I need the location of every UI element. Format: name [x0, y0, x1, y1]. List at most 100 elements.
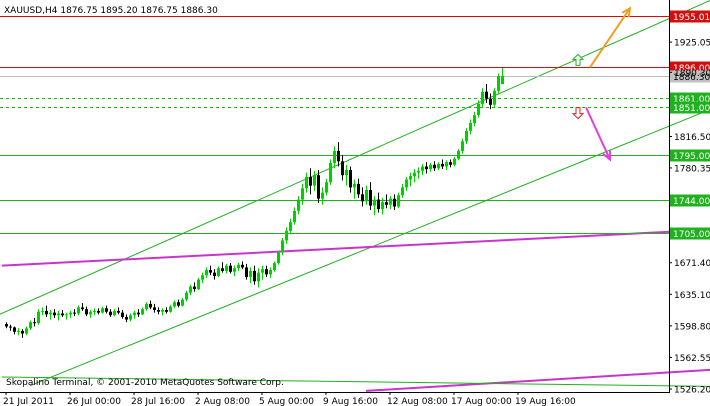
candle-body — [385, 202, 388, 205]
candle-body — [133, 313, 136, 316]
candle-body — [473, 115, 476, 123]
candle-body — [409, 176, 412, 179]
candle-body — [289, 222, 292, 231]
level-tag-1955.01: 1955.01 — [673, 13, 710, 23]
candle-body — [193, 287, 196, 290]
level-tag-1795.00: 1795.00 — [673, 152, 710, 162]
candle-body — [449, 162, 452, 165]
price-tick-label: 1598.80 — [674, 322, 710, 332]
candle-body — [297, 200, 300, 211]
candle-body — [433, 165, 436, 168]
candle-body — [5, 324, 8, 327]
candle-body — [237, 265, 240, 268]
candle-body — [301, 188, 304, 199]
chart-symbol-header: XAUUSD,H4 1876.75 1895.20 1876.75 1886.3… — [4, 6, 218, 16]
candle-body — [69, 313, 72, 315]
candle-body — [341, 161, 344, 175]
candle-body — [377, 200, 380, 210]
candle-body — [345, 170, 348, 175]
candle-body — [97, 311, 100, 313]
time-tick-label: 28 Jul 16:00 — [131, 397, 185, 406]
candle-body — [197, 280, 200, 290]
candle-body — [481, 92, 484, 104]
candle-body — [393, 199, 396, 207]
candle-body — [21, 331, 24, 334]
candle-body — [365, 190, 368, 201]
candle-body — [285, 231, 288, 241]
candle-body — [113, 311, 116, 315]
candle-body — [317, 175, 320, 198]
candle-body — [337, 151, 340, 161]
candle-body — [161, 310, 164, 312]
candle-body — [445, 162, 448, 166]
candle-body — [401, 187, 404, 195]
candle-body — [405, 180, 408, 188]
candle-body — [201, 275, 204, 279]
candle-body — [177, 302, 180, 305]
time-tick-label: 19 Aug 16:00 — [515, 397, 576, 406]
candle-body — [125, 317, 128, 320]
time-tick-label: 9 Aug 16:00 — [323, 397, 378, 406]
candle-body — [269, 270, 272, 274]
price-tick-label: 1780.35 — [674, 164, 710, 174]
candle-body — [469, 123, 472, 131]
candle-body — [13, 327, 16, 331]
candle-body — [49, 313, 52, 315]
candle-body — [277, 253, 280, 263]
candle-body — [45, 311, 48, 314]
candle-body — [225, 266, 228, 271]
candle-body — [429, 165, 432, 169]
candle-body — [129, 315, 132, 319]
candle-body — [189, 287, 192, 293]
candle-body — [309, 177, 312, 186]
candle-body — [489, 99, 492, 105]
candle-body — [501, 76, 504, 84]
candle-body — [453, 159, 456, 165]
time-tick-label: 12 Aug 08:00 — [387, 397, 448, 406]
candle-body — [229, 266, 232, 272]
price-tick-label: 1635.10 — [674, 291, 710, 301]
candle-body — [357, 184, 360, 194]
candle-body — [53, 313, 56, 316]
candle-body — [117, 311, 120, 313]
candle-body — [25, 328, 28, 333]
candle-body — [149, 304, 152, 307]
price-tick-label: 1816.50 — [674, 133, 710, 143]
candle-body — [497, 76, 500, 91]
candle-body — [141, 309, 144, 314]
time-tick-label: 5 Aug 00:00 — [259, 397, 314, 406]
candle-body — [333, 151, 336, 163]
candle-body — [361, 194, 364, 201]
candle-body — [417, 171, 420, 173]
candle-body — [57, 314, 60, 316]
candle-body — [437, 164, 440, 168]
candle-body — [369, 190, 372, 206]
candle-body — [157, 310, 160, 312]
candle-body — [265, 269, 268, 274]
candle-body — [165, 310, 168, 312]
candle-body — [61, 314, 64, 316]
candle-body — [213, 273, 216, 276]
level-tag-1851.00: 1851.00 — [673, 104, 710, 114]
time-tick-label: 2 Aug 08:00 — [195, 397, 250, 406]
candle-body — [397, 195, 400, 206]
candle-body — [281, 240, 284, 252]
candle-body — [121, 313, 124, 317]
candle-body — [441, 164, 444, 167]
candle-body — [421, 167, 424, 171]
candle-body — [257, 273, 260, 282]
candle-body — [173, 302, 176, 306]
candle-body — [101, 308, 104, 312]
candle-body — [273, 263, 276, 270]
candle-body — [461, 141, 464, 151]
candle-body — [353, 184, 356, 187]
price-tick-label: 1671.40 — [674, 259, 710, 269]
candle-body — [381, 202, 384, 209]
candle-body — [217, 268, 220, 276]
candle-body — [209, 270, 212, 273]
price-tick-label: 1526.20 — [674, 386, 710, 396]
candle-body — [293, 211, 296, 222]
candle-body — [65, 314, 68, 315]
